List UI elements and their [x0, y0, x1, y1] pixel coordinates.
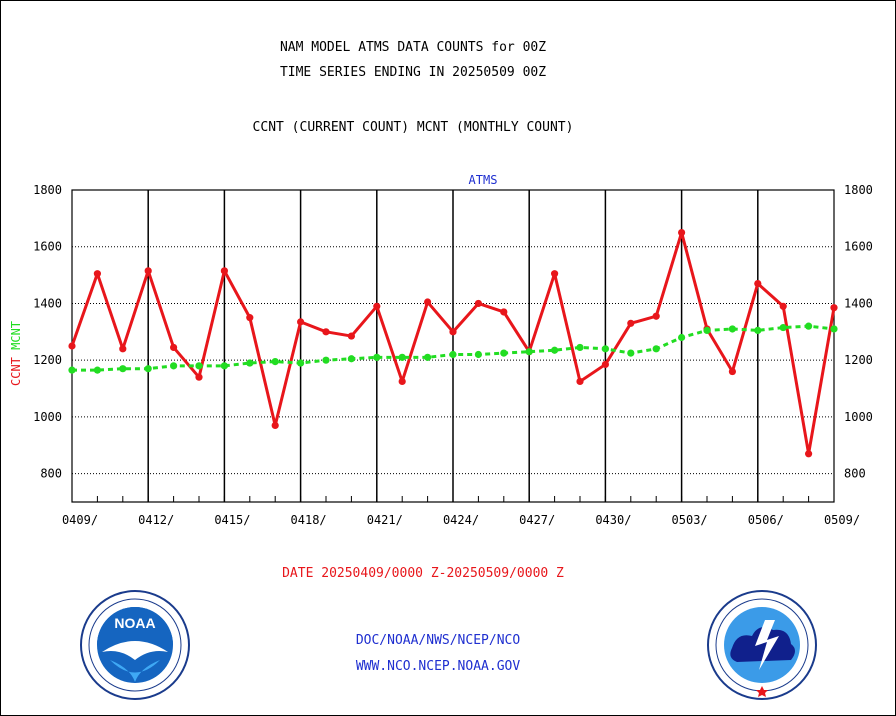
- data-point-mcnt: [119, 365, 127, 373]
- org-path-label: DOC/NOAA/NWS/NCEP/NCO: [355, 633, 521, 648]
- data-point-ccnt: [424, 298, 432, 306]
- y-tick-label-left: 1600: [33, 240, 62, 254]
- data-point-mcnt: [297, 359, 305, 367]
- data-point-ccnt: [322, 328, 330, 336]
- data-point-mcnt: [271, 358, 279, 366]
- data-point-mcnt: [170, 362, 178, 370]
- data-point-mcnt: [195, 362, 203, 370]
- data-point-ccnt: [398, 377, 406, 386]
- x-tick-label: 0503/: [672, 513, 708, 527]
- data-point-ccnt: [678, 228, 686, 237]
- data-point-mcnt: [703, 326, 711, 334]
- data-point-mcnt: [805, 322, 813, 330]
- time-series-chart: 800 800 1000 1000 1200 1200 1400 1400 1600 1600 18…: [9, 173, 873, 527]
- data-point-ccnt: [474, 299, 482, 308]
- data-point-mcnt: [678, 333, 686, 342]
- noaa-badge-text: NOAA: [114, 615, 155, 631]
- data-point-ccnt: [652, 312, 660, 320]
- data-point-mcnt: [576, 343, 584, 352]
- data-point-mcnt: [246, 359, 254, 367]
- y-tick-label-right: 1200: [844, 353, 873, 367]
- data-point-ccnt: [347, 332, 355, 340]
- x-tick-label: 0509/: [824, 513, 860, 527]
- chart-subtitle: ATMS: [469, 173, 498, 187]
- data-point-ccnt: [449, 328, 457, 336]
- x-tick-label: 0430/: [595, 513, 631, 527]
- data-point-mcnt: [474, 350, 482, 359]
- noaa-logo: NOAA: [80, 590, 190, 700]
- data-point-mcnt: [551, 346, 559, 354]
- y-tick-label-right: 1600: [844, 240, 873, 254]
- x-tick-label: 0412/: [138, 513, 174, 527]
- data-point-ccnt: [220, 267, 228, 275]
- data-point-ccnt: [805, 450, 813, 458]
- y-tick-label-left: 1000: [33, 410, 62, 424]
- data-point-ccnt: [170, 343, 178, 352]
- website-link[interactable]: WWW.NCO.NCEP.NOAA.GOV: [355, 659, 521, 674]
- data-point-ccnt: [728, 367, 737, 376]
- data-point-mcnt: [652, 345, 660, 353]
- x-tick-label: 0421/: [367, 513, 403, 527]
- data-point-ccnt: [119, 345, 127, 353]
- chart-title-line-1: NAM MODEL ATMS DATA COUNTS for 00Z: [279, 40, 547, 55]
- data-point-ccnt: [500, 308, 508, 316]
- data-point-mcnt: [68, 366, 76, 374]
- data-point-mcnt: [627, 349, 635, 357]
- data-point-mcnt: [728, 325, 737, 333]
- y-tick-label-left: 1400: [33, 296, 62, 310]
- data-point-mcnt: [449, 350, 457, 359]
- data-point-mcnt: [398, 353, 406, 361]
- date-range-label: DATE 20250409/0000 Z-20250509/0000 Z: [282, 566, 564, 581]
- data-point-mcnt: [424, 353, 432, 361]
- x-tick-label: 0506/: [748, 513, 784, 527]
- y-tick-label-right: 1400: [844, 296, 873, 310]
- y-tick-label-left: 1200: [33, 353, 62, 367]
- data-point-mcnt: [779, 323, 787, 332]
- x-tick-label: 0418/: [291, 513, 327, 527]
- data-point-mcnt: [601, 345, 610, 353]
- data-point-ccnt: [271, 421, 279, 430]
- data-point-mcnt: [830, 325, 838, 333]
- nws-logo: [707, 590, 817, 700]
- data-point-ccnt: [754, 280, 762, 288]
- data-point-mcnt: [93, 366, 101, 374]
- y-axis-label: CCNT MCNT: [9, 321, 23, 386]
- data-point-ccnt: [576, 377, 584, 386]
- chart-title-line-2: TIME SERIES ENDING IN 20250509 00Z: [279, 65, 547, 80]
- y-tick-label-right: 1000: [844, 410, 873, 424]
- data-point-ccnt: [601, 360, 610, 369]
- x-tick-label: 0427/: [519, 513, 555, 527]
- chart-title-line-3: CCNT (CURRENT COUNT) MCNT (MONTHLY COUNT…: [252, 120, 574, 135]
- y-axis-label-mcnt: MCNT: [9, 321, 23, 350]
- data-point-ccnt: [779, 302, 787, 310]
- y-tick-label-left: 1800: [33, 183, 62, 197]
- data-point-mcnt: [373, 353, 381, 361]
- x-tick-label: 0409/: [62, 513, 98, 527]
- data-point-ccnt: [68, 342, 76, 350]
- y-tick-label-right: 1800: [844, 183, 873, 197]
- data-point-ccnt: [195, 373, 203, 381]
- y-tick-label-left: 800: [40, 467, 62, 481]
- data-point-ccnt: [144, 267, 152, 275]
- data-point-mcnt: [144, 365, 152, 373]
- x-tick-label: 0415/: [214, 513, 250, 527]
- y-tick-label-right: 800: [844, 467, 866, 481]
- data-point-mcnt: [322, 356, 330, 364]
- data-point-ccnt: [627, 319, 635, 327]
- data-point-ccnt: [93, 270, 101, 278]
- y-axis-label-ccnt: CCNT: [9, 350, 23, 386]
- data-point-mcnt: [220, 362, 228, 370]
- data-point-mcnt: [500, 349, 508, 357]
- data-point-mcnt: [347, 355, 355, 363]
- data-point-ccnt: [246, 314, 254, 322]
- data-point-mcnt: [525, 348, 533, 356]
- data-point-ccnt: [830, 304, 838, 312]
- data-point-mcnt: [754, 326, 762, 334]
- data-point-ccnt: [551, 270, 559, 278]
- x-tick-label: 0424/: [443, 513, 479, 527]
- data-point-ccnt: [373, 302, 381, 310]
- data-point-ccnt: [297, 318, 305, 326]
